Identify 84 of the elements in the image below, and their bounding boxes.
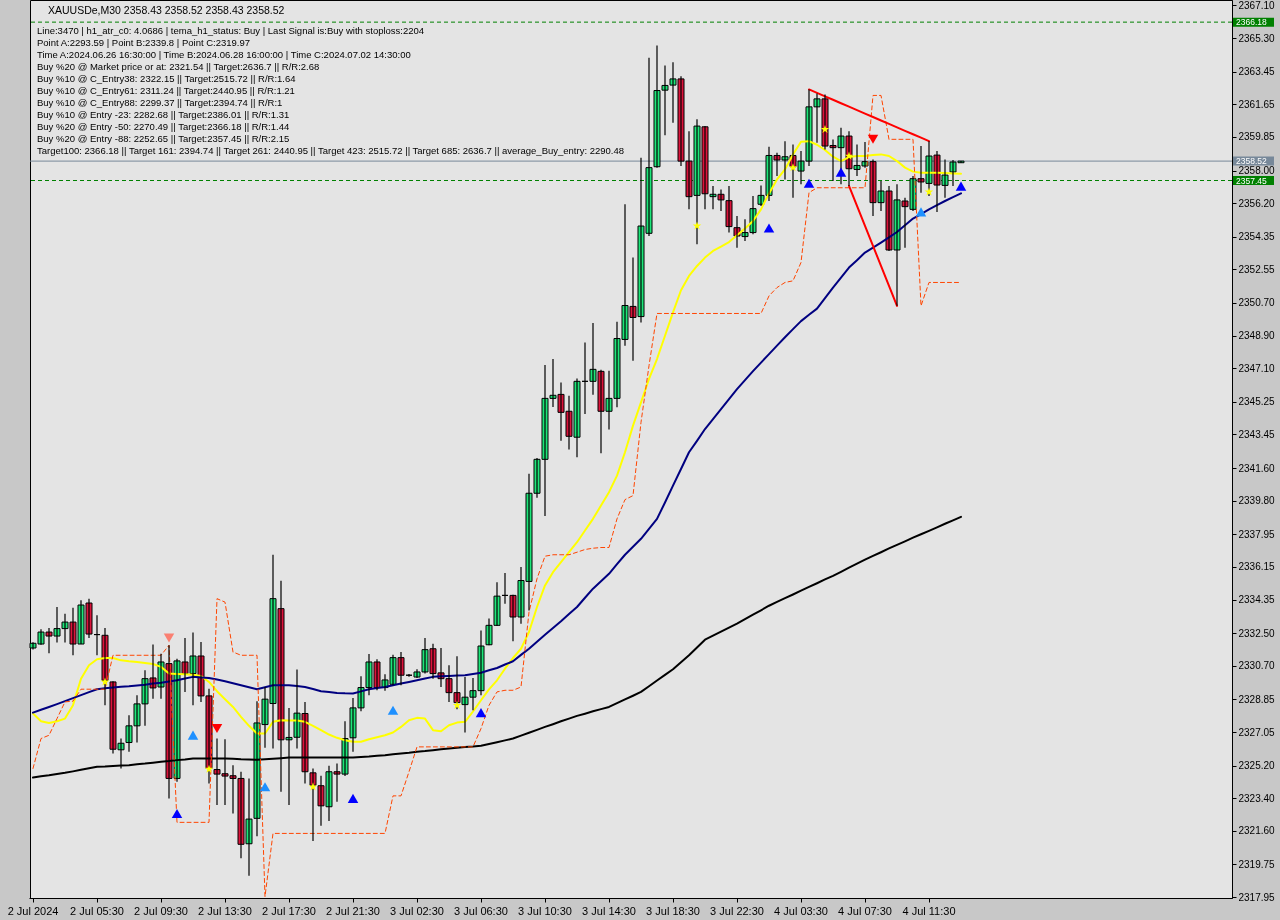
x-tick-label: 2 Jul 2024 (7, 904, 59, 917)
line-series (808, 88, 930, 143)
point (915, 207, 927, 217)
x-tick-label: 3 Jul 10:30 (518, 904, 572, 917)
y-tick-label: 2332.50 (1238, 627, 1276, 639)
annotation: Buy %10 @ C_Entry38: 2322.15 || Target:2515.72 || R/R:1.64 (37, 73, 296, 84)
y-tick-label: 2347.10 (1238, 362, 1276, 374)
point (163, 633, 175, 643)
ref-line-label: 2358.52 (1236, 156, 1267, 167)
point (452, 700, 462, 709)
x-tick-label: 4 Jul 07:30 (838, 904, 892, 917)
annotation: Buy %10 @ Entry -23: 2282.68 || Target:2386.01 || R/R:1.31 (37, 109, 290, 120)
y-tick-label: 2327.05 (1238, 726, 1276, 738)
x-tick-label: 2 Jul 21:30 (326, 904, 380, 917)
y-tick-label: 2359.85 (1238, 131, 1276, 143)
point (820, 124, 830, 133)
point (763, 223, 775, 233)
y-tick-label: 2321.60 (1238, 825, 1276, 837)
y-tick-label: 2348.90 (1238, 330, 1276, 342)
y-tick-label: 2343.45 (1238, 428, 1276, 440)
y-tick-label: 2323.40 (1238, 792, 1276, 804)
x-tick-label: 2 Jul 13:30 (198, 904, 252, 917)
y-tick-label: 2339.80 (1238, 495, 1276, 507)
point (211, 724, 223, 734)
y-tick-label: 2354.35 (1238, 231, 1276, 243)
y-tick-label: 2361.65 (1238, 98, 1276, 110)
point (308, 782, 318, 791)
x-tick-label: 2 Jul 09:30 (134, 904, 188, 917)
x-tick-label: 3 Jul 02:30 (390, 904, 444, 917)
annotation: Point A:2293.59 | Point B:2339.8 | Point C:2319.97 (37, 37, 251, 48)
y-tick-label: 2367.10 (1238, 0, 1276, 11)
ref-line-label: 2366.18 (1236, 17, 1267, 28)
y-tick-label: 2365.30 (1238, 32, 1276, 44)
point (387, 705, 399, 715)
annotation: Target100: 2366.18 || Target 161: 2394.74 || Target 261: 2440.95 || Target 423: 2515.72 || Target 685: 2636.7 || average_Buy_entry: 2290.48 (37, 145, 625, 156)
x-tick-label: 3 Jul 22:30 (710, 904, 764, 917)
annotation: Buy %20 @ Entry -50: 2270.49 || Target:2366.18 || R/R:1.44 (37, 121, 290, 132)
point (171, 808, 183, 818)
ref-line-label: 2357.45 (1236, 175, 1267, 186)
annotation: Buy %10 @ C_Entry61: 2311.24 || Target:2440.95 || R/R:1.21 (37, 85, 295, 96)
line-series (848, 184, 898, 307)
y-tick-label: 2337.95 (1238, 528, 1276, 540)
y-tick-label: 2328.85 (1238, 693, 1276, 705)
point (788, 163, 798, 172)
point (692, 221, 702, 230)
y-tick-label: 2345.25 (1238, 396, 1276, 408)
y-tick-label: 2356.20 (1238, 197, 1276, 209)
y-tick-label: 2363.45 (1238, 66, 1276, 78)
y-tick-label: 2341.60 (1238, 462, 1276, 474)
annotation: Buy %20 @ Market price or at: 2321.54 || Target:2636.7 || R/R:2.68 (37, 61, 320, 72)
point (955, 181, 967, 191)
y-tick-label: 2317.95 (1238, 891, 1276, 903)
y-tick-label: 2334.35 (1238, 594, 1276, 606)
y-tick-label: 2319.75 (1238, 858, 1276, 870)
y-tick-label: 2350.70 (1238, 297, 1276, 309)
line-series (32, 94, 962, 898)
x-tick-label: 4 Jul 03:30 (774, 904, 828, 917)
point (924, 187, 934, 196)
annotation: Line:3470 | h1_atr_c0: 4.0686 | tema_h1_status: Buy | Last Signal is:Buy with stoploss:2204 (37, 25, 425, 36)
y-tick-label: 2330.70 (1238, 660, 1276, 672)
y-tick-label: 2352.55 (1238, 263, 1276, 275)
point (204, 764, 214, 773)
point (844, 151, 854, 160)
y-tick-label: 2336.15 (1238, 561, 1276, 573)
annotation: Buy %10 @ C_Entry88: 2299.37 || Target:2394.74 || R/R:1 (37, 97, 283, 108)
x-tick-label: 2 Jul 17:30 (262, 904, 316, 917)
point (475, 708, 487, 718)
point (100, 677, 110, 686)
x-tick-label: 3 Jul 06:30 (454, 904, 508, 917)
point (803, 178, 815, 188)
point (259, 782, 271, 792)
y-tick-label: 2325.20 (1238, 760, 1276, 772)
chart-title: XAUUSDe,M30 2358.43 2358.52 2358.43 2358.52 (48, 4, 285, 16)
x-tick-label: 3 Jul 14:30 (582, 904, 636, 917)
point (835, 167, 847, 177)
annotation: Buy %20 @ Entry -88: 2252.65 || Target:2357.45 || R/R:2.15 (37, 133, 290, 144)
y-tick-label: 2358.00 (1238, 165, 1276, 177)
x-tick-label: 4 Jul 11:30 (902, 904, 956, 917)
x-tick-label: 3 Jul 18:30 (646, 904, 700, 917)
point (187, 730, 199, 740)
point (867, 134, 879, 144)
point (347, 793, 359, 803)
annotation: Time A:2024.06.26 16:30:00 | Time B:2024.06.28 16:00:00 | Time C:2024.07.02 14:30:00 (37, 49, 411, 60)
x-tick-label: 2 Jul 05:30 (70, 904, 124, 917)
